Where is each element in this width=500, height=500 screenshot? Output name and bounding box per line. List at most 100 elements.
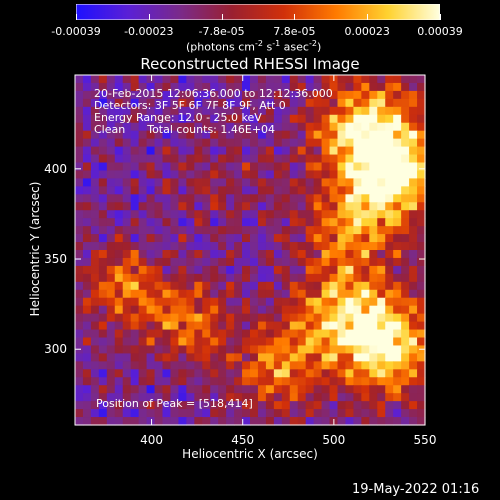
heatmap-cell [329, 234, 339, 243]
heatmap-cell [138, 393, 148, 402]
heatmap-cell [186, 186, 195, 195]
heatmap-cell [194, 154, 203, 164]
heatmap-cell [417, 250, 426, 259]
heatmap-cell [377, 257, 386, 267]
heatmap-cell [305, 170, 315, 179]
heatmap-cell [313, 162, 323, 172]
heatmap-cell [130, 250, 140, 259]
info-clean-line: Clean Total counts: 1.46E+04 [94, 124, 333, 136]
heatmap-cell [122, 337, 132, 347]
heatmap-cell [297, 234, 307, 243]
heatmap-cell [265, 385, 275, 394]
heatmap-cell [114, 218, 124, 227]
heatmap-cell [305, 98, 315, 108]
heatmap-cell [218, 385, 227, 394]
heatmap-cell [138, 186, 148, 195]
heatmap-cell [122, 273, 132, 283]
heatmap-cell [377, 273, 386, 283]
heatmap-cell [162, 90, 172, 100]
heatmap-cell [353, 90, 362, 100]
heatmap-cell [114, 281, 124, 291]
heatmap-cell [250, 218, 259, 227]
heatmap-cell [90, 242, 100, 251]
heatmap-cell [273, 106, 283, 116]
heatmap-cell [178, 250, 187, 259]
heatmap-cell [75, 401, 84, 410]
heatmap-cell [186, 409, 195, 418]
heatmap-cell [353, 265, 362, 275]
heatmap-cell [361, 257, 370, 267]
heatmap-cell [178, 75, 187, 84]
colorbar-tick-label: 7.8e-05 [273, 25, 316, 38]
heatmap-cell [146, 210, 156, 219]
heatmap-cell [122, 234, 132, 243]
heatmap-cell [138, 417, 148, 426]
heatmap-cell [234, 329, 243, 339]
heatmap-cell [194, 250, 203, 259]
heatmap-cell [178, 345, 187, 354]
heatmap-cell [401, 250, 410, 259]
heatmap-cell [130, 385, 140, 394]
heatmap-cell [170, 194, 179, 203]
heatmap-cell [345, 361, 354, 370]
heatmap-cell [194, 82, 203, 92]
heatmap-cell [345, 377, 354, 386]
heatmap-cell [242, 226, 251, 235]
heatmap-cell [361, 401, 370, 410]
heatmap-cell [130, 313, 140, 323]
heatmap-cell [178, 297, 187, 307]
heatmap-cell [170, 138, 179, 148]
heatmap-cell [146, 194, 156, 203]
heatmap-cell [154, 75, 164, 84]
heatmap-cell [385, 106, 394, 116]
heatmap-cell [75, 321, 84, 331]
heatmap-cell [138, 305, 148, 315]
heatmap-cell [106, 202, 116, 211]
heatmap-cell [138, 130, 148, 140]
heatmap-cell [401, 329, 410, 339]
heatmap-cell [218, 289, 227, 299]
heatmap-cell [202, 186, 211, 195]
heatmap-cell [210, 210, 219, 219]
heatmap-cell [242, 417, 251, 426]
heatmap-cell [194, 289, 203, 299]
heatmap-cell [75, 393, 84, 402]
heatmap-cell [361, 273, 370, 283]
heatmap-cell [210, 417, 219, 426]
heatmap-cell [281, 178, 291, 187]
heatmap-cell [321, 138, 331, 148]
heatmap-cell [281, 417, 291, 426]
heatmap-cell [234, 273, 243, 283]
heatmap-cell [305, 265, 315, 275]
heatmap-cell [409, 377, 418, 386]
heatmap-cell [122, 162, 132, 172]
heatmap-cell [138, 361, 148, 370]
heatmap-cell [98, 257, 108, 267]
heatmap-cell [170, 202, 179, 211]
heatmap-cell [178, 106, 187, 116]
heatmap-cell [194, 75, 203, 84]
heatmap-cell [218, 130, 227, 140]
heatmap-cell [90, 106, 100, 116]
heatmap-cell [329, 305, 339, 315]
heatmap-cell [321, 218, 331, 227]
heatmap-cell [401, 305, 410, 315]
heatmap-cell [75, 409, 84, 418]
heatmap-cell [154, 409, 164, 418]
heatmap-cell [321, 106, 331, 116]
heatmap-cell [122, 82, 132, 92]
heatmap-cell [281, 345, 291, 354]
heatmap-cell [106, 273, 116, 283]
heatmap-cell [361, 265, 370, 275]
heatmap-cell [130, 114, 140, 124]
heatmap-cell [98, 106, 108, 116]
heatmap-cell [385, 257, 394, 267]
heatmap-cell [234, 409, 243, 418]
heatmap-cell [401, 98, 410, 108]
heatmap-cell [321, 385, 331, 394]
heatmap-cell [146, 138, 156, 148]
heatmap-cell [98, 273, 108, 283]
heatmap-cell [289, 194, 299, 203]
heatmap-cell [353, 345, 362, 354]
heatmap-cell [234, 194, 243, 203]
